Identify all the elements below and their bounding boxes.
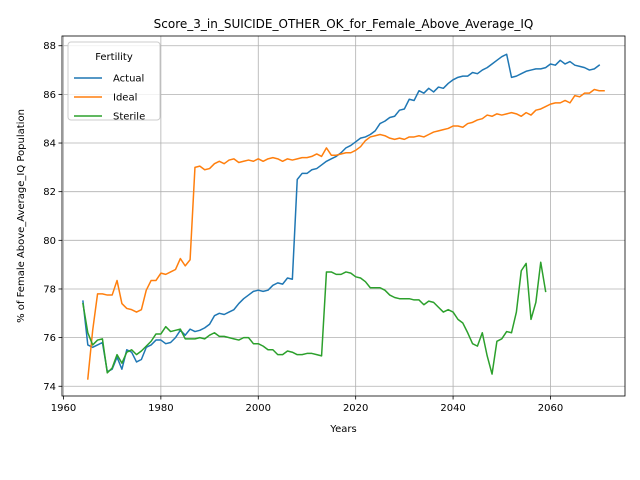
legend-items: Actual Ideal Sterile: [74, 74, 145, 123]
x-tick-label: 2000: [246, 403, 271, 414]
y-axis-ticks: 74 76 78 80 82 84 86 88: [43, 41, 62, 393]
legend-label-sterile: Sterile: [113, 112, 145, 123]
x-tick-label: 2060: [538, 403, 563, 414]
legend-title: Fertility: [95, 52, 133, 63]
y-tick-label: 76: [43, 333, 56, 344]
y-tick-label: 78: [43, 284, 56, 295]
x-axis-ticks: 1960 1980 2000 2020 2040 2060: [51, 396, 563, 414]
series-line-ideal: [86, 88, 605, 380]
legend-box: [67, 41, 161, 121]
y-tick-label: 82: [43, 187, 56, 198]
y-tick-label: 86: [43, 90, 56, 101]
legend-label-actual: Actual: [113, 74, 144, 85]
y-axis-label: % of Female Above_Average_IQ Population: [16, 109, 27, 323]
x-axis-label: Years: [329, 424, 356, 435]
x-tick-label: 2040: [440, 403, 465, 414]
series-lines: [82, 53, 605, 380]
plot-frame: [61, 35, 626, 397]
chart-title: Score_3_in_SUICIDE_OTHER_OK_for_Female_A…: [154, 17, 534, 31]
y-tick-label: 74: [43, 382, 56, 393]
series-line-actual: [82, 53, 601, 373]
y-tick-label: 80: [43, 236, 56, 247]
y-tick-label: 84: [43, 139, 56, 150]
series-line-sterile: [82, 261, 547, 375]
x-tick-label: 1980: [148, 403, 173, 414]
legend-label-ideal: Ideal: [113, 93, 137, 104]
x-tick-label: 2020: [343, 403, 368, 414]
x-tick-label: 1960: [51, 403, 76, 414]
y-tick-label: 88: [43, 41, 56, 52]
legend: Fertility Actual Ideal Sterile: [67, 41, 161, 123]
